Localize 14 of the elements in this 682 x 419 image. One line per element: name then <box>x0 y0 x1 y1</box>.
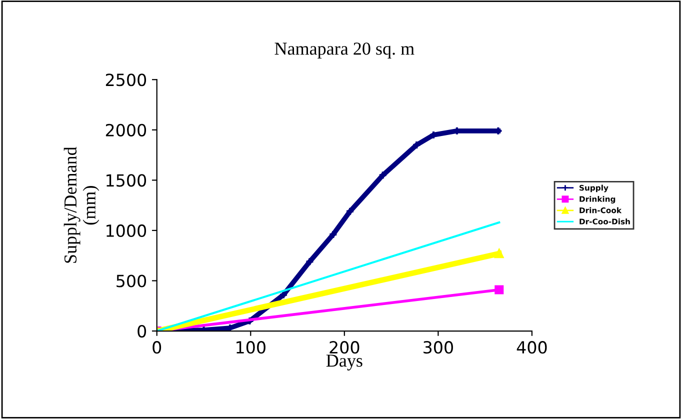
x-tick-label: 400 <box>516 341 547 354</box>
x-tick-label: 100 <box>236 341 266 354</box>
y-tick-label: 0 <box>138 324 146 338</box>
x-axis-title: Days <box>326 354 362 370</box>
y-tick-label: 1000 <box>106 224 146 238</box>
x-tick-label: 0 <box>152 341 162 354</box>
x-tick-label: 300 <box>424 341 453 354</box>
chart-title: Namapara 20 sq. m <box>274 42 414 58</box>
y-tick-label: 2000 <box>106 124 146 136</box>
x-tick-label: 200 <box>330 341 360 354</box>
y-tick-label: 500 <box>116 274 146 288</box>
y-axis-title: Supply/Demand (mm) <box>64 146 100 263</box>
y-tick-label: 2500 <box>106 74 146 86</box>
y-tick-label: 1500 <box>106 174 146 187</box>
